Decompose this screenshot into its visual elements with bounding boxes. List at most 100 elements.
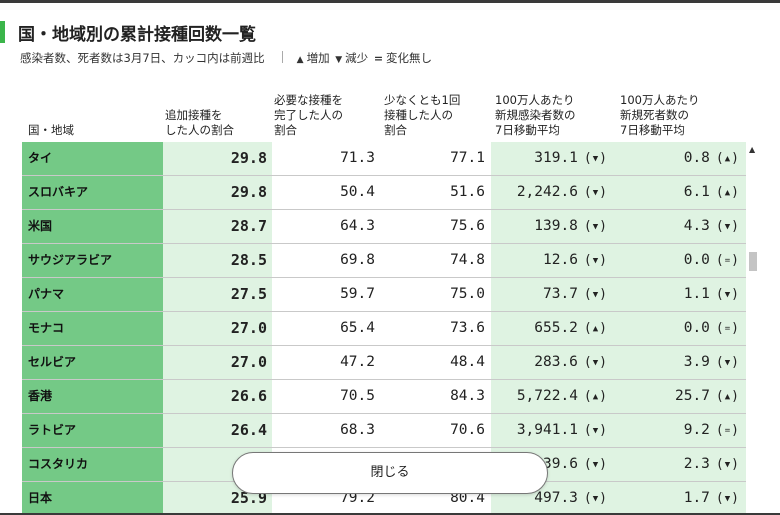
new-cases-value: 2,242.6 bbox=[516, 184, 578, 200]
at-least-once-rate-cell: 77.1 bbox=[450, 150, 485, 166]
decrease-icon: ▼ bbox=[335, 55, 343, 65]
table-row: ラトビア 26.4 68.3 70.6 3,941.1 (▼) 9.2 (=) bbox=[22, 414, 746, 448]
new-deaths-value: 4.3 bbox=[683, 218, 710, 234]
at-least-once-rate-cell: 75.0 bbox=[450, 286, 485, 302]
at-least-once-rate-cell: 84.3 bbox=[450, 388, 485, 404]
trend-icon: ▼ bbox=[592, 222, 600, 232]
new-deaths-cell: 0.0 (=) bbox=[616, 244, 746, 277]
fully-vaccinated-rate-cell: 79.2 bbox=[340, 490, 375, 506]
fully-vaccinated-rate-cell: 64.3 bbox=[340, 218, 375, 234]
new-deaths-value: 1.1 bbox=[683, 286, 710, 302]
trend-indicator: (▲) bbox=[715, 185, 740, 200]
at-least-once-rate-cell: 48.4 bbox=[450, 354, 485, 370]
trend-icon: ▼ bbox=[592, 494, 600, 504]
booster-rate-cell: 26.4 bbox=[163, 414, 272, 447]
new-deaths-value: 9.2 bbox=[683, 422, 710, 438]
increase-icon: ▲ bbox=[296, 55, 304, 65]
close-button[interactable]: 閉じる bbox=[232, 452, 548, 494]
page-subtitle: 感染者数、死者数は3月7日、カッコ内は前週比 bbox=[20, 51, 265, 65]
column-header-fully-vaccinated: 必要な接種を 完了した人の 割合 bbox=[274, 93, 343, 137]
fully-vaccinated-rate-cell: 68.3 bbox=[340, 422, 375, 438]
table-scrollbar[interactable]: ▲ bbox=[746, 142, 760, 515]
fully-vaccinated-rate-cell: 47.2 bbox=[340, 354, 375, 370]
new-cases-value: 3,941.1 bbox=[516, 422, 578, 438]
trend-icon: ▲ bbox=[592, 324, 600, 334]
new-deaths-cell: 3.9 (▼) bbox=[616, 346, 746, 379]
column-header-at-least-once: 少なくとも1回 接種した人の 割合 bbox=[384, 93, 461, 137]
country-name-cell: セルビア bbox=[22, 346, 163, 379]
table-row: スロバキア 29.8 50.4 51.6 2,242.6 (▼) 6.1 (▲) bbox=[22, 176, 746, 210]
legend-no-change-label: 変化無し bbox=[386, 51, 433, 65]
trend-icon: ▼ bbox=[592, 426, 600, 436]
page-title: 国・地域別の累計接種回数一覧 bbox=[18, 25, 256, 45]
trend-indicator: (▼) bbox=[583, 151, 608, 166]
trend-indicator: (▼) bbox=[715, 457, 740, 472]
trend-icon: ▼ bbox=[592, 188, 600, 198]
trend-icon: ▼ bbox=[724, 222, 732, 232]
trend-indicator: (=) bbox=[715, 321, 740, 336]
trend-indicator: (▼) bbox=[583, 185, 608, 200]
scroll-up-icon[interactable]: ▲ bbox=[749, 145, 756, 154]
new-cases-cell: 655.2 (▲) bbox=[491, 312, 616, 345]
trend-indicator: (▼) bbox=[583, 423, 608, 438]
new-cases-cell: 2,242.6 (▼) bbox=[491, 176, 616, 209]
column-header-booster: 追加接種を した人の割合 bbox=[165, 108, 234, 137]
country-name-cell: 米国 bbox=[22, 210, 163, 243]
top-border bbox=[0, 0, 780, 3]
column-header-new-deaths: 100万人あたり 新規死者数の 7日移動平均 bbox=[620, 93, 700, 137]
country-name-cell: パナマ bbox=[22, 278, 163, 311]
trend-icon: ▼ bbox=[724, 290, 732, 300]
at-least-once-rate-cell: 51.6 bbox=[450, 184, 485, 200]
trend-indicator: (▼) bbox=[715, 491, 740, 506]
booster-rate-cell: 27.5 bbox=[163, 278, 272, 311]
new-cases-cell: 139.8 (▼) bbox=[491, 210, 616, 243]
table-row: セルビア 27.0 47.2 48.4 283.6 (▼) 3.9 (▼) bbox=[22, 346, 746, 380]
new-cases-value: 5,722.4 bbox=[516, 388, 578, 404]
booster-rate-cell: 28.5 bbox=[163, 244, 272, 277]
trend-icon: ▼ bbox=[724, 460, 732, 470]
country-name-cell: モナコ bbox=[22, 312, 163, 345]
new-deaths-cell: 6.1 (▲) bbox=[616, 176, 746, 209]
table-row: サウジアラビア 28.5 69.8 74.8 12.6 (▼) 0.0 (=) bbox=[22, 244, 746, 278]
trend-indicator: (▼) bbox=[715, 219, 740, 234]
trend-indicator: (▼) bbox=[715, 355, 740, 370]
booster-rate-cell: 27.0 bbox=[163, 346, 272, 379]
new-deaths-cell: 1.1 (▼) bbox=[616, 278, 746, 311]
new-deaths-value: 6.1 bbox=[683, 184, 710, 200]
trend-icon: ▼ bbox=[592, 256, 600, 266]
trend-indicator: (▼) bbox=[583, 457, 608, 472]
new-deaths-cell: 1.7 (▼) bbox=[616, 482, 746, 515]
country-name-cell: 日本 bbox=[22, 482, 163, 515]
new-cases-value: 139.8 bbox=[534, 218, 578, 234]
new-cases-cell: 73.7 (▼) bbox=[491, 278, 616, 311]
new-deaths-value: 0.8 bbox=[683, 150, 710, 166]
fully-vaccinated-rate-cell: 59.7 bbox=[340, 286, 375, 302]
vaccination-table[interactable]: タイ 29.8 71.3 77.1 319.1 (▼) 0.8 (▲) スロバキア 29.8 50.… bbox=[22, 142, 746, 515]
trend-indicator: (▲) bbox=[715, 151, 740, 166]
trend-indicator: (=) bbox=[715, 253, 740, 268]
new-cases-value: 283.6 bbox=[534, 354, 578, 370]
trend-indicator: (▼) bbox=[583, 491, 608, 506]
trend-indicator: (▼) bbox=[715, 287, 740, 302]
new-deaths-value: 2.3 bbox=[683, 456, 710, 472]
trend-legend: ▲ 増加 ▼ 減少 = 変化無し bbox=[282, 50, 432, 66]
new-deaths-value: 25.7 bbox=[675, 388, 710, 404]
fully-vaccinated-rate-cell: 71.3 bbox=[340, 150, 375, 166]
at-least-once-rate-cell: 73.6 bbox=[450, 320, 485, 336]
new-deaths-value: 0.0 bbox=[683, 252, 710, 268]
new-cases-cell: 319.1 (▼) bbox=[491, 142, 616, 175]
at-least-once-rate-cell: 70.6 bbox=[450, 422, 485, 438]
trend-indicator: (▲) bbox=[715, 389, 740, 404]
scrollbar-thumb[interactable] bbox=[749, 252, 757, 271]
table-row: タイ 29.8 71.3 77.1 319.1 (▼) 0.8 (▲) bbox=[22, 142, 746, 176]
fully-vaccinated-rate-cell: 69.8 bbox=[340, 252, 375, 268]
trend-indicator: (▲) bbox=[583, 321, 608, 336]
title-accent-bar bbox=[0, 21, 5, 43]
new-cases-value: 12.6 bbox=[543, 252, 578, 268]
table-row: 香港 26.6 70.5 84.3 5,722.4 (▲) 25.7 (▲) bbox=[22, 380, 746, 414]
new-cases-value: 39.6 bbox=[543, 456, 578, 472]
new-cases-cell: 12.6 (▼) bbox=[491, 244, 616, 277]
new-cases-value: 319.1 bbox=[534, 150, 578, 166]
table-row: モナコ 27.0 65.4 73.6 655.2 (▲) 0.0 (=) bbox=[22, 312, 746, 346]
bottom-border bbox=[0, 513, 780, 515]
